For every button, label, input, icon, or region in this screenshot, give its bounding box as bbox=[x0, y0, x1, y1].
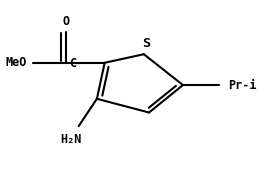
Text: O: O bbox=[62, 16, 69, 28]
Text: C: C bbox=[70, 57, 77, 70]
Text: MeO: MeO bbox=[5, 56, 27, 69]
Text: Pr-i: Pr-i bbox=[229, 79, 257, 92]
Text: S: S bbox=[142, 37, 150, 50]
Text: H₂N: H₂N bbox=[60, 133, 81, 146]
